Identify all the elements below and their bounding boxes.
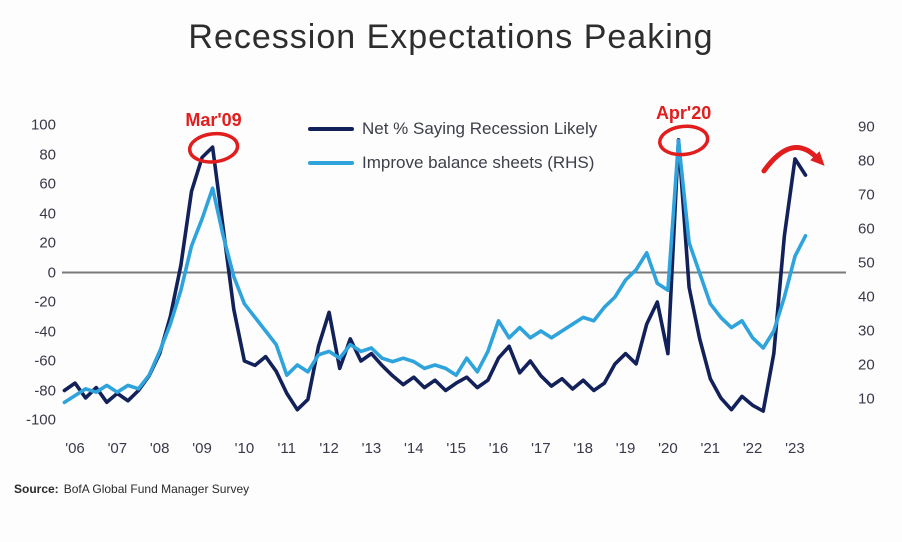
x-axis-tick-2022: '22 xyxy=(742,440,763,457)
x-axis-tick-2006: '06 xyxy=(65,440,85,457)
left-axis-tick-40: 40 xyxy=(39,205,56,222)
left-axis-tick--100: -100 xyxy=(25,411,56,429)
x-axis-tick-2015: '15 xyxy=(446,440,466,457)
x-axis-tick-2018: '18 xyxy=(573,440,593,457)
legend-label-balance-sheets: Improve balance sheets (RHS) xyxy=(362,153,595,172)
source-label: Source: xyxy=(14,482,59,496)
right-axis-tick-10: 10 xyxy=(858,390,875,408)
x-axis-tick-2014: '14 xyxy=(404,440,424,457)
x-axis-tick-2012: '12 xyxy=(319,440,339,457)
left-axis-tick--20: -20 xyxy=(34,293,56,311)
left-axis-tick-100: 100 xyxy=(30,116,56,134)
page-title: Recession Expectations Peaking xyxy=(188,18,714,56)
annotation-label-apr20: Apr'20 xyxy=(655,102,712,123)
legend-line-navy-icon xyxy=(308,127,354,131)
left-axis-tick-80: 80 xyxy=(39,146,56,163)
x-axis-tick-2008: '08 xyxy=(149,440,170,457)
x-axis-tick-2019: '19 xyxy=(615,440,636,457)
x-axis-tick-2017: '17 xyxy=(531,440,551,457)
right-axis-tick-30: 30 xyxy=(858,322,875,340)
x-axis-tick-2023: '23 xyxy=(785,440,805,457)
right-axis-tick-90: 90 xyxy=(858,118,875,136)
annotation-arrow-peak-arrow xyxy=(761,145,820,174)
right-axis-tick-50: 50 xyxy=(858,254,875,272)
legend-item-balance-sheets: Improve balance sheets (RHS) xyxy=(308,153,597,173)
right-axis-tick-80: 80 xyxy=(858,152,875,170)
right-axis-tick-70: 70 xyxy=(858,186,875,204)
right-axis-tick-60: 60 xyxy=(858,220,875,238)
left-axis-tick--60: -60 xyxy=(34,352,56,370)
right-axis-tick-40: 40 xyxy=(858,288,875,306)
left-axis-tick-60: 60 xyxy=(39,175,56,193)
left-axis-tick--80: -80 xyxy=(34,382,56,399)
x-axis-tick-2011: '11 xyxy=(277,440,296,457)
annotation-ellipse-mar09 xyxy=(187,131,240,164)
series-line-1 xyxy=(62,138,808,405)
legend-item-recession: Net % Saying Recession Likely xyxy=(308,119,597,139)
legend: Net % Saying Recession Likely Improve ba… xyxy=(308,119,597,173)
annotation-label-mar09: Mar'09 xyxy=(185,110,242,131)
x-axis-tick-2009: '09 xyxy=(192,440,212,457)
right-axis-tick-20: 20 xyxy=(858,356,875,374)
annotation-arrowhead-peak-arrow xyxy=(810,151,825,166)
left-axis-tick-0: 0 xyxy=(47,264,56,281)
left-axis-tick-20: 20 xyxy=(39,234,56,252)
left-axis-tick--40: -40 xyxy=(34,323,56,340)
x-axis-tick-2020: '20 xyxy=(658,440,678,457)
legend-line-blue-icon xyxy=(308,161,354,165)
legend-label-recession: Net % Saying Recession Likely xyxy=(362,119,598,138)
series-line-0 xyxy=(62,138,808,413)
annotation-ellipse-apr20 xyxy=(658,124,710,157)
x-axis-tick-2016: '16 xyxy=(488,440,509,457)
x-axis-tick-2013: '13 xyxy=(361,440,382,457)
x-axis-tick-2010: '10 xyxy=(234,440,255,457)
x-axis-tick-2021: '21 xyxy=(700,440,721,457)
source-line: Source: BofA Global Fund Manager Survey xyxy=(14,482,249,496)
source-text: BofA Global Fund Manager Survey xyxy=(63,482,250,496)
x-axis-tick-2007: '07 xyxy=(107,440,128,457)
